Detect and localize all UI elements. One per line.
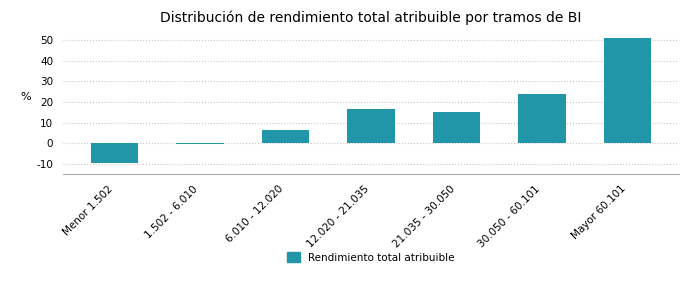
Y-axis label: %: % xyxy=(20,92,31,102)
Bar xyxy=(347,109,395,143)
Bar xyxy=(262,130,309,143)
Legend: Rendimiento total atribuible: Rendimiento total atribuible xyxy=(284,248,458,267)
Bar xyxy=(519,94,566,143)
Title: Distribución de rendimiento total atribuible por tramos de BI: Distribución de rendimiento total atribu… xyxy=(160,10,582,25)
Bar xyxy=(604,38,651,143)
Bar xyxy=(433,112,480,143)
Bar xyxy=(91,143,138,163)
Bar xyxy=(176,143,223,144)
